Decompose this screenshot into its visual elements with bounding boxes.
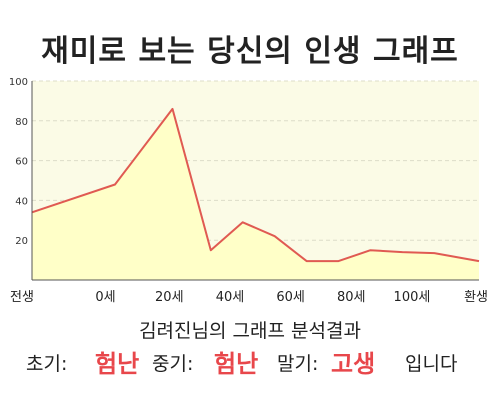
x-tick-label: 100세	[394, 290, 431, 305]
x-tick-labels: 전생 0세 20세 40세 60세 80세 100세 환생	[10, 290, 488, 305]
area-fill	[32, 108, 479, 281]
page-title: 재미로 보는 당신의 인생 그래프	[41, 34, 459, 69]
middle-value: 험난	[214, 350, 259, 378]
series-line	[31, 107, 480, 263]
x-tick-label: 환생	[464, 290, 488, 305]
x-tick-label: 20세	[155, 290, 184, 305]
y-tick-label: 40	[15, 196, 28, 207]
x-tick-label: 전생	[10, 290, 34, 305]
middle-label: 중기:	[152, 353, 194, 375]
y-tick-label: 20	[15, 236, 28, 247]
y-tick-label: 60	[15, 157, 28, 168]
late-label: 말기:	[277, 353, 319, 375]
x-tick-label: 60세	[276, 290, 305, 305]
late-value: 고생	[331, 350, 376, 378]
x-tick-label: 80세	[337, 290, 366, 305]
y-tick-labels: 20 40 60 80 100	[9, 77, 28, 247]
y-tick-label: 80	[15, 117, 28, 128]
y-tick-label: 100	[9, 77, 28, 88]
early-label: 초기:	[26, 353, 68, 375]
ending-text: 입니다	[405, 353, 458, 375]
analysis-subtitle: 김려진님의 그래프 분석결과	[139, 320, 361, 342]
life-graph-chart: 20 40 60 80 100 전생 0세 20세 40세 60세 80세 100세 환생	[9, 77, 488, 305]
grid-lines	[32, 80, 479, 241]
x-tick-label: 40세	[216, 290, 245, 305]
early-value: 험난	[95, 350, 140, 378]
x-tick-label: 0세	[95, 290, 115, 305]
analysis-result: 초기: 험난 중기: 험난 말기: 고생 입니다	[0, 346, 500, 382]
